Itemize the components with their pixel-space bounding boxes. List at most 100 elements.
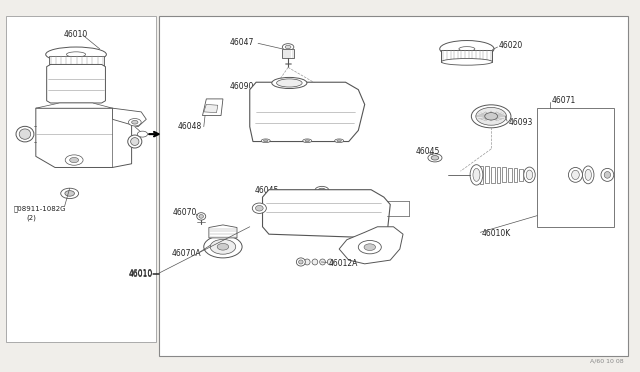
Ellipse shape <box>264 140 268 142</box>
Text: 46045: 46045 <box>255 186 279 195</box>
Polygon shape <box>113 108 147 127</box>
Text: 46093: 46093 <box>508 118 532 127</box>
Text: 46010: 46010 <box>63 29 88 39</box>
Bar <box>537 108 614 227</box>
Ellipse shape <box>296 258 305 266</box>
Ellipse shape <box>428 154 442 162</box>
Circle shape <box>364 244 376 250</box>
Ellipse shape <box>204 235 242 258</box>
Ellipse shape <box>299 260 303 264</box>
Ellipse shape <box>45 47 106 62</box>
Ellipse shape <box>442 58 492 65</box>
Bar <box>519 169 523 181</box>
Ellipse shape <box>582 166 594 184</box>
Polygon shape <box>339 227 403 264</box>
Text: 46045: 46045 <box>416 147 440 155</box>
Text: 46010—: 46010— <box>129 270 160 279</box>
Ellipse shape <box>196 213 205 220</box>
Ellipse shape <box>19 129 31 139</box>
Ellipse shape <box>261 139 270 142</box>
Ellipse shape <box>568 167 582 182</box>
Ellipse shape <box>67 52 86 57</box>
Ellipse shape <box>252 203 266 214</box>
Ellipse shape <box>473 169 480 182</box>
Ellipse shape <box>471 105 511 128</box>
Ellipse shape <box>524 167 535 183</box>
Ellipse shape <box>337 140 341 142</box>
Bar <box>159 16 628 356</box>
Bar <box>6 16 156 341</box>
Polygon shape <box>204 105 218 113</box>
Ellipse shape <box>128 135 142 148</box>
Text: A/60 10 08: A/60 10 08 <box>590 359 624 364</box>
Text: 46010K: 46010K <box>481 229 511 238</box>
Text: 46047: 46047 <box>229 38 253 47</box>
Ellipse shape <box>604 171 611 178</box>
Ellipse shape <box>303 139 312 142</box>
Bar <box>479 166 483 184</box>
Bar <box>491 167 495 183</box>
Ellipse shape <box>318 188 326 193</box>
Ellipse shape <box>601 169 614 182</box>
Polygon shape <box>36 108 132 167</box>
Ellipse shape <box>61 188 79 199</box>
Text: 46010—: 46010— <box>129 269 160 278</box>
Ellipse shape <box>285 45 291 49</box>
Ellipse shape <box>305 140 310 142</box>
Ellipse shape <box>476 108 506 125</box>
Ellipse shape <box>272 77 307 89</box>
Polygon shape <box>49 56 104 67</box>
Ellipse shape <box>199 215 204 218</box>
Text: 46012A: 46012A <box>328 259 358 268</box>
Circle shape <box>129 119 141 126</box>
Circle shape <box>70 157 79 163</box>
Ellipse shape <box>282 44 294 50</box>
Text: 46070A: 46070A <box>172 249 202 258</box>
Ellipse shape <box>470 165 483 185</box>
Polygon shape <box>282 49 294 58</box>
Polygon shape <box>47 64 106 103</box>
Ellipse shape <box>276 79 302 87</box>
Circle shape <box>138 131 148 137</box>
Ellipse shape <box>217 243 228 250</box>
Ellipse shape <box>459 46 475 51</box>
Ellipse shape <box>305 259 310 265</box>
Ellipse shape <box>526 170 532 180</box>
Bar <box>497 167 500 183</box>
Ellipse shape <box>255 205 263 211</box>
Polygon shape <box>250 82 365 141</box>
Text: (2): (2) <box>26 214 36 221</box>
Bar <box>485 166 489 183</box>
Ellipse shape <box>315 186 329 195</box>
Bar <box>502 167 506 182</box>
Ellipse shape <box>572 170 579 180</box>
Ellipse shape <box>210 239 236 254</box>
Ellipse shape <box>65 190 74 196</box>
Text: 46020: 46020 <box>499 41 523 51</box>
Polygon shape <box>209 225 237 238</box>
Ellipse shape <box>440 41 494 57</box>
Polygon shape <box>36 103 113 108</box>
Polygon shape <box>202 99 223 116</box>
Polygon shape <box>262 190 390 238</box>
Text: 46071: 46071 <box>551 96 575 105</box>
Text: 46048: 46048 <box>177 122 202 131</box>
Ellipse shape <box>585 169 591 180</box>
Text: 46070: 46070 <box>173 208 198 217</box>
Polygon shape <box>442 49 492 62</box>
Ellipse shape <box>131 138 139 145</box>
Text: ⓝ08911-1082G: ⓝ08911-1082G <box>13 205 66 212</box>
Circle shape <box>358 240 381 254</box>
Ellipse shape <box>327 259 333 265</box>
Bar <box>508 168 512 182</box>
Ellipse shape <box>16 126 34 142</box>
Ellipse shape <box>312 259 318 265</box>
Ellipse shape <box>320 259 325 265</box>
Circle shape <box>65 155 83 165</box>
Ellipse shape <box>335 139 344 142</box>
Circle shape <box>484 113 497 120</box>
Ellipse shape <box>431 155 439 160</box>
Bar <box>513 168 517 182</box>
Circle shape <box>132 121 138 124</box>
Text: 46090: 46090 <box>229 82 253 91</box>
